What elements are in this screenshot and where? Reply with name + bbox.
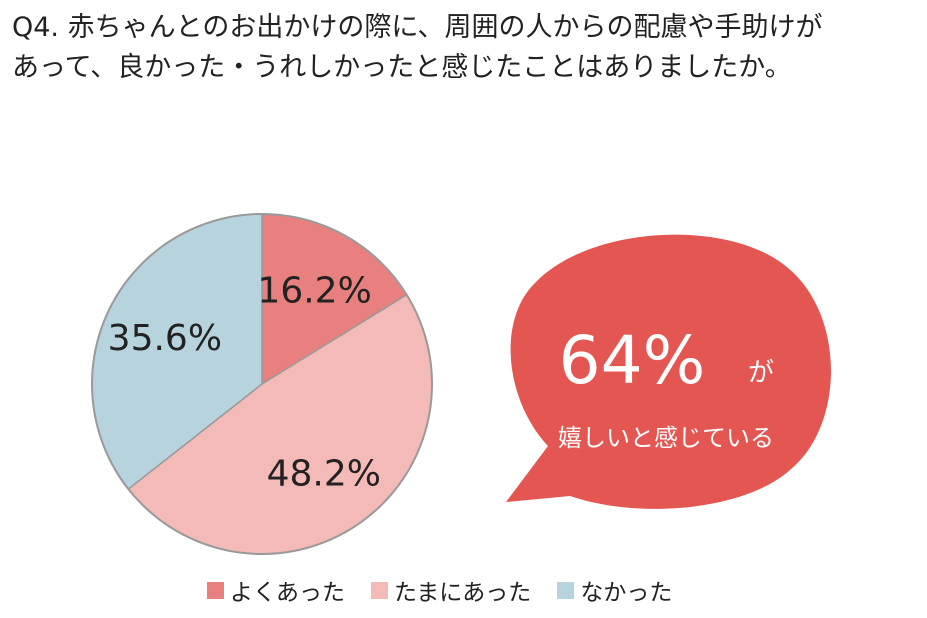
- legend-label-sometimes: たまにあった: [394, 580, 532, 606]
- legend-swatch-never: [557, 581, 575, 599]
- speech-bubble: 64% が 嬉しいと感じている: [506, 234, 832, 509]
- pie-slices: [91, 213, 433, 555]
- question-line-2: あって、良かった・うれしかったと感じたことはありましたか。: [12, 52, 792, 83]
- legend-item-never: なかった: [557, 573, 672, 607]
- slice-label-often: 16.2%: [257, 271, 371, 312]
- pie-labels: 16.2% 48.2% 35.6%: [108, 271, 381, 495]
- slice-label-never: 35.6%: [108, 318, 222, 359]
- chart-legend: よくあった たまにあった なかった: [207, 573, 672, 607]
- legend-item-often: よくあった: [207, 573, 345, 607]
- pie-outline: [91, 213, 433, 555]
- callout-suffix: が: [748, 358, 774, 388]
- callout-percent: 64%: [559, 322, 706, 399]
- slice-label-sometimes: 48.2%: [267, 454, 381, 495]
- legend-item-sometimes: たまにあった: [371, 573, 531, 607]
- speech-bubble-shape: [506, 234, 832, 509]
- legend-label-never: なかった: [580, 580, 673, 606]
- callout-text: 嬉しいと感じている: [558, 424, 774, 452]
- question-title: Q4. 赤ちゃんとのお出かけの際に、周囲の人からの配慮や手助けが あって、良かっ…: [12, 8, 917, 88]
- question-line-1: Q4. 赤ちゃんとのお出かけの際に、周囲の人からの配慮や手助けが: [12, 12, 823, 43]
- legend-label-often: よくあった: [230, 580, 345, 606]
- legend-swatch-sometimes: [371, 581, 388, 599]
- legend-swatch-often: [207, 581, 224, 599]
